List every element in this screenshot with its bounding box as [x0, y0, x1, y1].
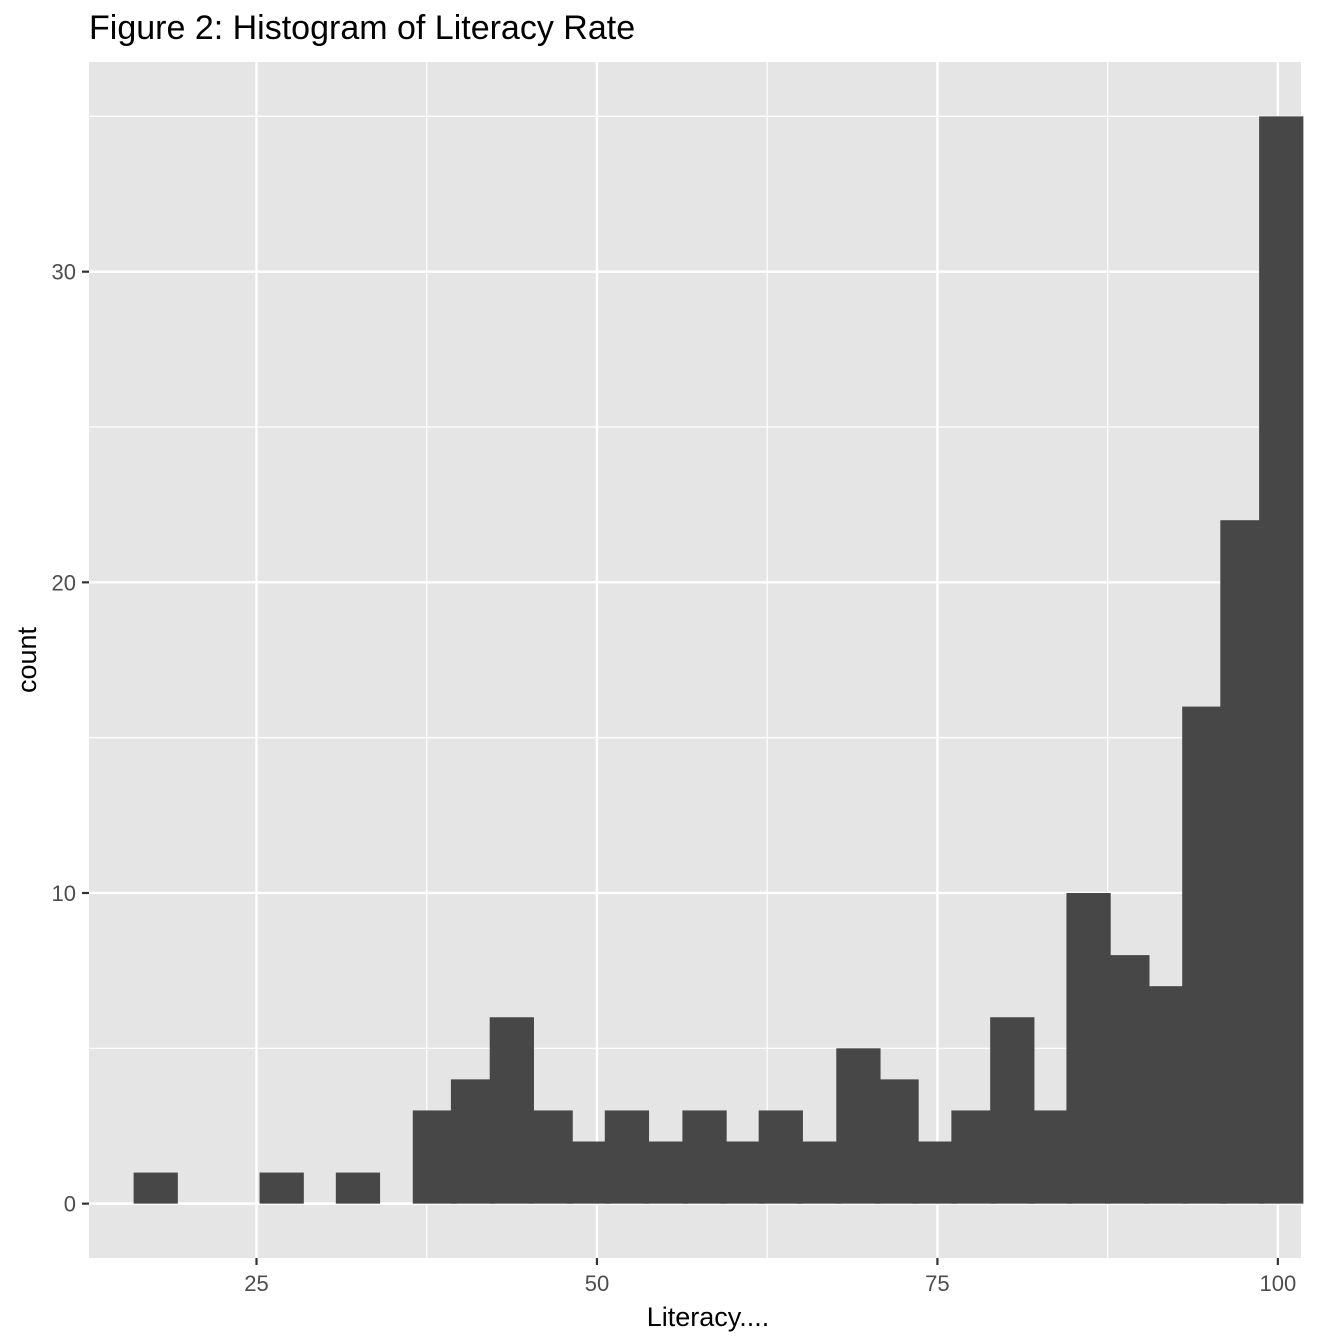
histogram-bar	[1028, 1110, 1073, 1204]
histogram-bar	[990, 1017, 1035, 1204]
x-tick-label: 50	[585, 1271, 609, 1296]
histogram-bar	[1220, 520, 1265, 1204]
x-axis-title: Literacy....	[647, 1302, 770, 1332]
x-tick-label: 100	[1259, 1271, 1296, 1296]
x-tick-label: 25	[244, 1271, 268, 1296]
histogram-bar	[133, 1172, 178, 1204]
x-axis-ticks: 25 50 75 100	[244, 1258, 1296, 1296]
y-axis-ticks: 0 10 20 30	[52, 260, 89, 1217]
histogram-bar	[450, 1079, 496, 1204]
histogram-bar	[489, 1017, 534, 1204]
histogram-bar	[797, 1141, 842, 1204]
histogram-bar	[951, 1110, 996, 1204]
histogram-bar	[682, 1110, 727, 1204]
histogram-bar	[528, 1110, 573, 1204]
y-tick-label: 20	[52, 570, 76, 595]
histogram-bar	[1259, 116, 1304, 1204]
histogram-bar	[412, 1110, 458, 1204]
histogram-bar	[643, 1141, 688, 1204]
histogram-bar	[1144, 986, 1189, 1204]
histogram-bar	[874, 1079, 919, 1204]
histogram-bar	[604, 1110, 650, 1204]
y-tick-label: 30	[52, 260, 76, 285]
minor-grid-lines	[89, 62, 1301, 1258]
histogram-bar	[758, 1110, 803, 1204]
chart-title: Figure 2: Histogram of Literacy Rate	[89, 9, 635, 47]
y-axis-title: count	[12, 626, 42, 693]
histogram-bars	[133, 116, 1304, 1204]
histogram-bar	[912, 1141, 957, 1204]
histogram-bar	[1182, 706, 1227, 1204]
y-tick-label: 10	[52, 881, 76, 906]
histogram-bar	[566, 1141, 611, 1204]
histogram-bar	[720, 1141, 765, 1204]
x-tick-label: 75	[925, 1271, 949, 1296]
histogram-bar	[335, 1172, 381, 1204]
histogram-bar	[1066, 892, 1111, 1204]
histogram-bar	[1105, 955, 1150, 1204]
histogram-bar	[259, 1172, 304, 1204]
y-tick-label: 0	[64, 1192, 76, 1217]
histogram-bar	[836, 1048, 881, 1204]
